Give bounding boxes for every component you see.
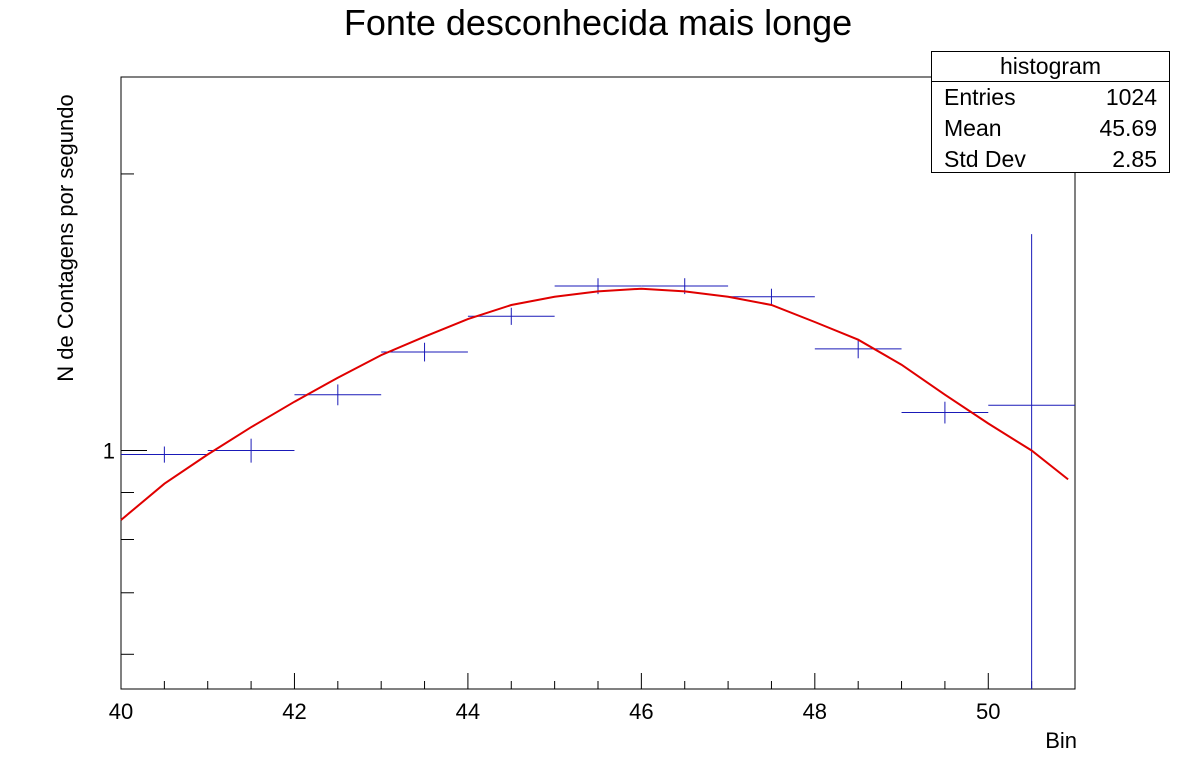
histogram-bin [467,307,555,325]
histogram-bin [207,438,295,463]
x-tick-label: 44 [456,699,480,724]
x-axis: 40 42 44 46 48 50 [109,673,1076,724]
stats-value: 45.69 [1099,115,1157,141]
stats-value: 1024 [1105,84,1157,110]
x-tick-label: 50 [976,699,1000,724]
x-tick-label: 40 [109,699,133,724]
x-tick-label: 48 [803,699,827,724]
histogram-bin [988,234,1075,689]
x-axis-label: Bin [1045,728,1077,753]
y-axis: 1 [103,173,147,655]
chart-title: Fonte desconhecida mais longe [343,2,853,43]
histogram-bin [728,288,815,305]
stats-title: histogram [932,52,1169,82]
histogram-bin [381,342,468,362]
stats-value: 2.85 [1112,146,1157,172]
stats-row-entries: Entries 1024 [932,82,1169,113]
stats-row-mean: Mean 45.69 [932,113,1169,144]
histogram-series [121,234,1075,689]
stats-label: Mean [944,115,1002,141]
fit-curve-group [120,287,1069,521]
y-axis-label: N de Contagens por segundo [53,94,78,382]
histogram-bin [814,339,902,359]
stats-box: histogram Entries 1024 Mean 45.69 Std De… [931,51,1170,173]
x-tick-label: 42 [282,699,306,724]
fit-curve [120,287,1069,521]
stats-label: Entries [944,84,1016,110]
x-tick-label: 46 [629,699,653,724]
stats-label: Std Dev [944,146,1026,172]
histogram-bin [121,446,208,463]
stats-row-stddev: Std Dev 2.85 [932,144,1169,175]
histogram-bin [901,401,989,424]
y-tick-label: 1 [103,438,115,463]
